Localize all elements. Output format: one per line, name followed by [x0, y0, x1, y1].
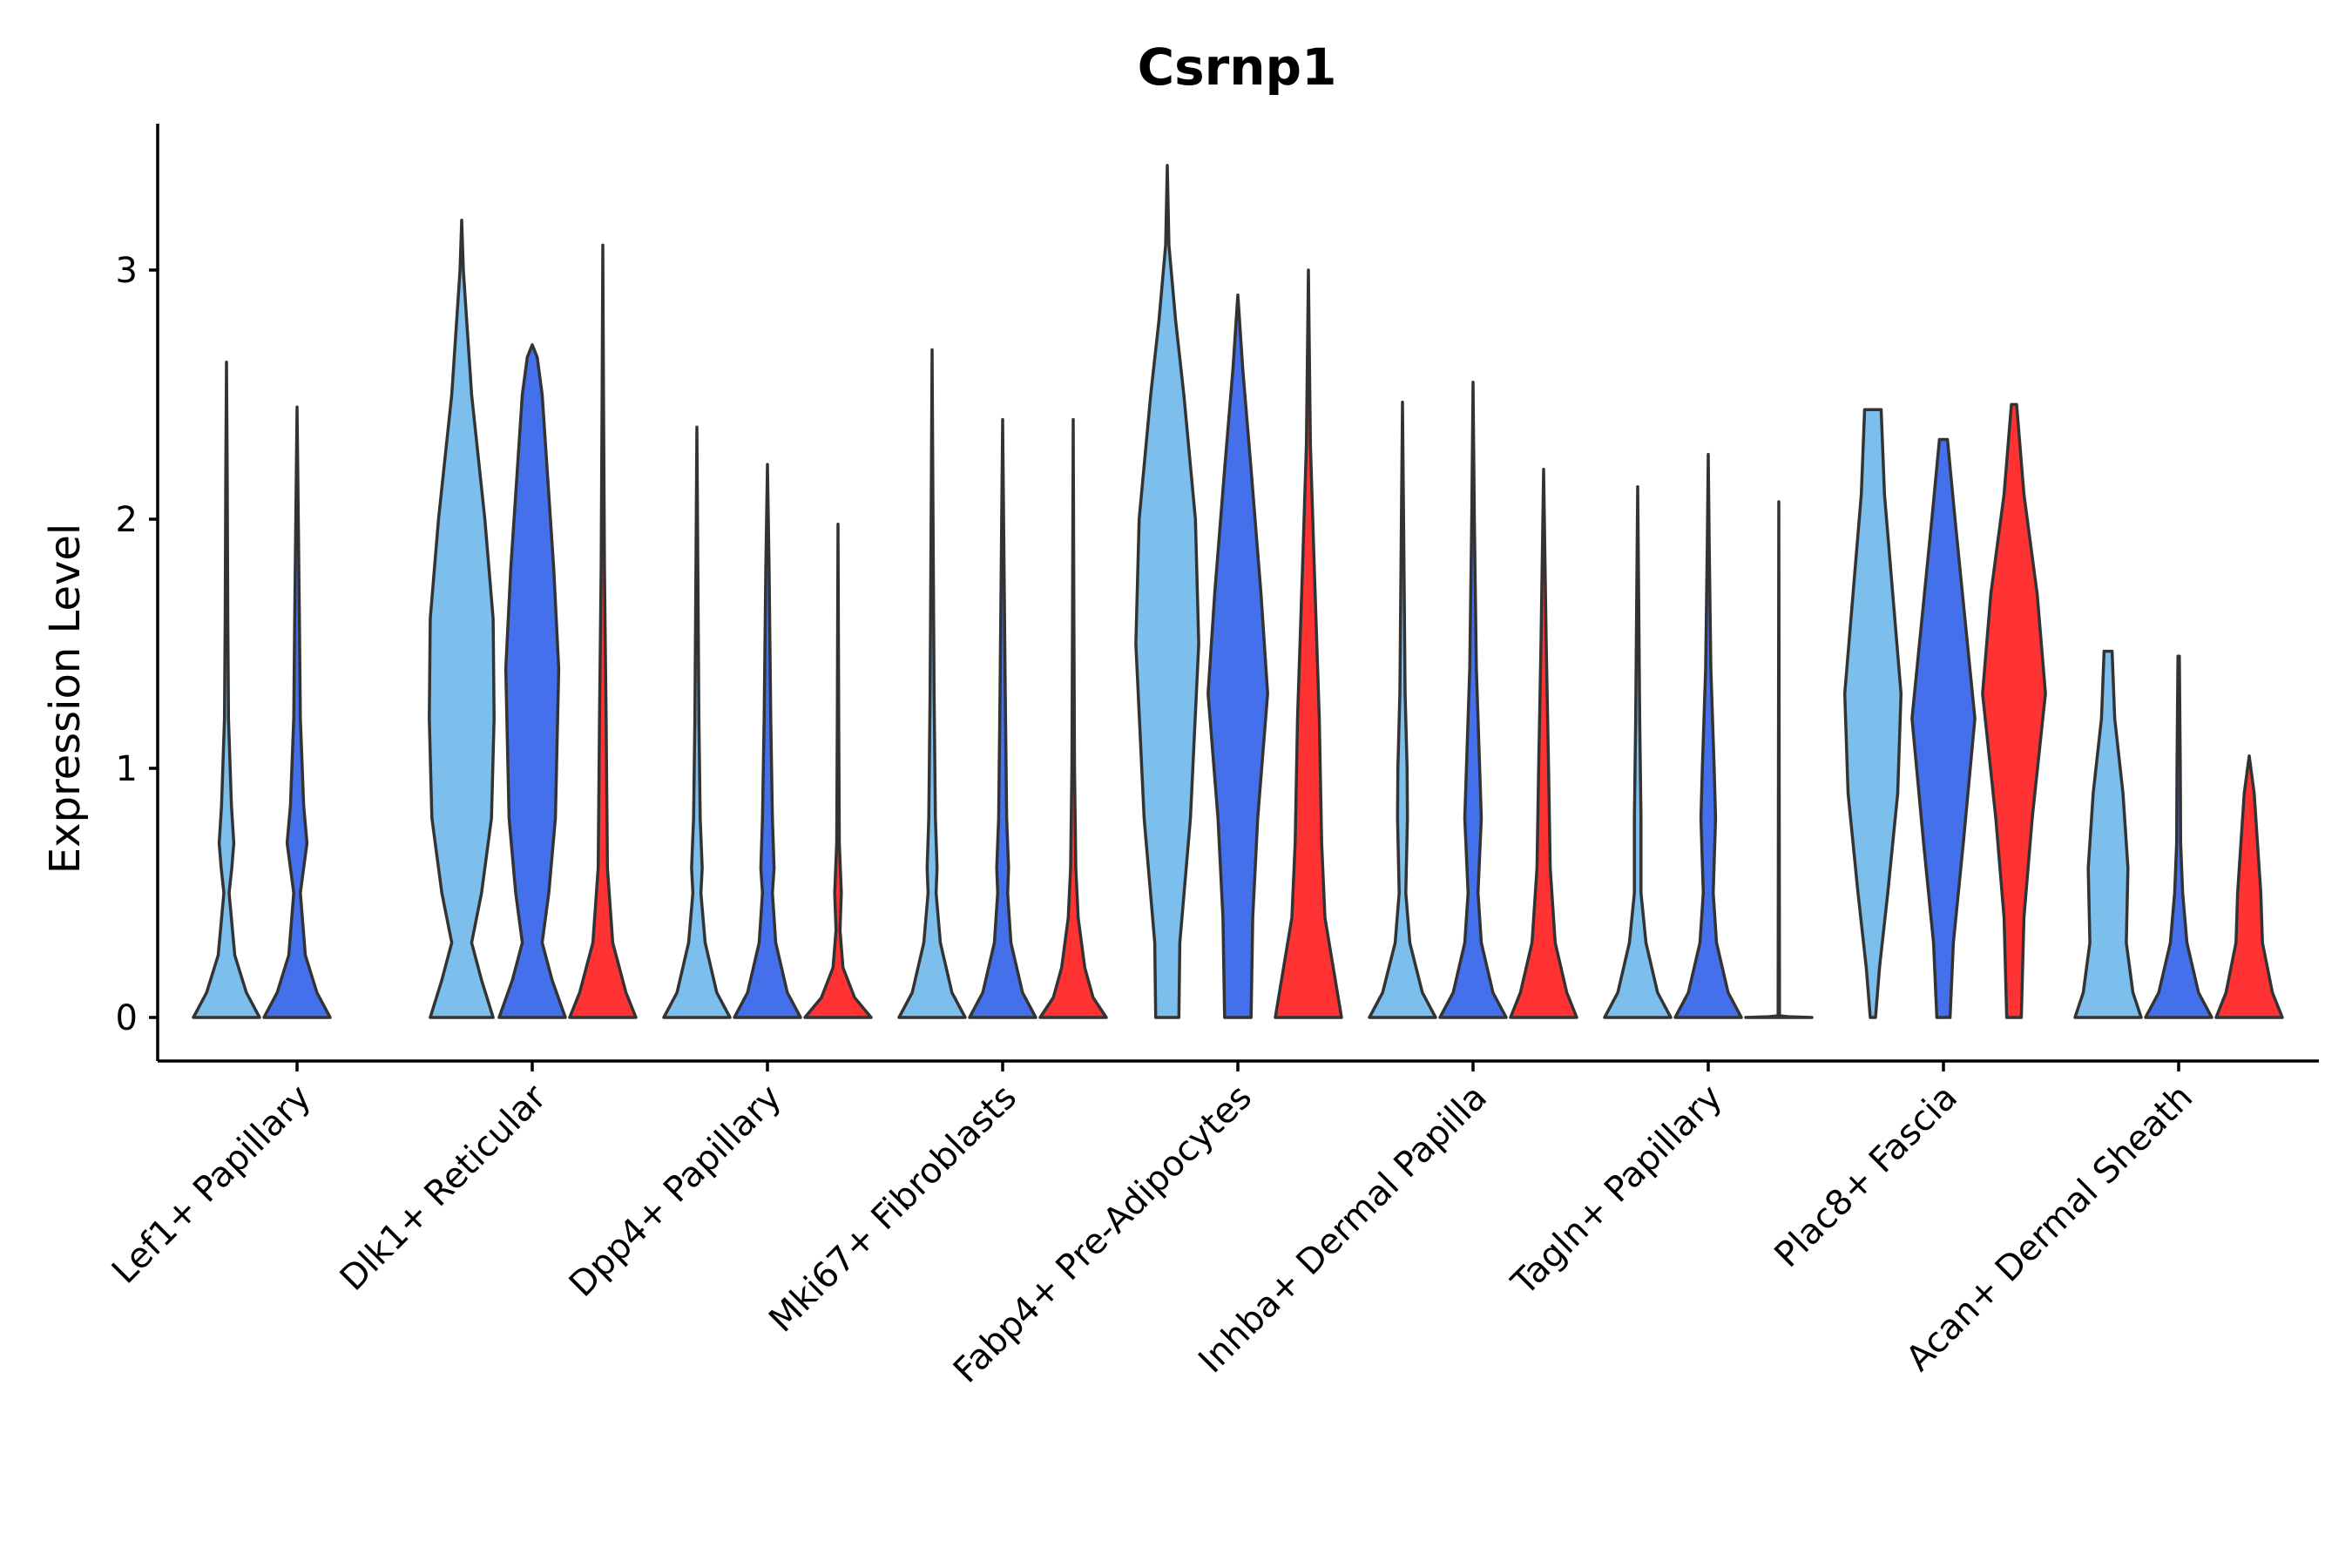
violin-1	[428, 219, 496, 1019]
violin-1	[1842, 408, 1903, 1019]
violin-2	[262, 405, 332, 1019]
y-tick-label: 1	[116, 749, 138, 789]
violins-group	[192, 164, 2284, 1019]
violin-2	[733, 463, 802, 1019]
violin-1	[1603, 485, 1673, 1019]
x-ticks-group: Lef1+ Papillary Dlk1+ Reticular Dpp4+ Papi…	[105, 1061, 2200, 1391]
violin-2	[2144, 654, 2213, 1019]
y-tick-label: 3	[116, 251, 138, 291]
x-tick-label: Plac8+ Fascia	[1767, 1078, 1966, 1276]
x-tick-label: Mki67+ Fibroblasts	[761, 1078, 1024, 1341]
x-tick-label: Tagln+ Papillary	[1504, 1078, 1730, 1304]
violin-3	[1744, 500, 1814, 1019]
violin-2	[1206, 293, 1269, 1019]
y-ticks-group: 0 1 2 3	[116, 251, 158, 1038]
x-tick-label: Dlk1+ Reticular	[333, 1077, 555, 1299]
violin-1	[2073, 649, 2143, 1019]
violin-2	[497, 343, 567, 1019]
y-axis-title: Expression Level	[41, 524, 90, 875]
violin-1	[662, 425, 732, 1019]
violin-3	[1274, 268, 1343, 1019]
x-tick-label: Dpp4+ Papillary	[562, 1078, 789, 1305]
violin-2	[1910, 437, 1977, 1019]
violin-2	[968, 417, 1037, 1019]
violin-3	[803, 522, 873, 1019]
y-tick-label: 0	[116, 998, 138, 1038]
violin-2	[1438, 380, 1508, 1019]
y-tick-label: 2	[116, 500, 138, 540]
x-tick-label: Lef1+ Papillary	[105, 1078, 319, 1292]
violin-3	[1981, 402, 2047, 1019]
violin-2	[1673, 452, 1743, 1019]
violin-1	[897, 348, 967, 1019]
violin-3	[2214, 754, 2284, 1019]
violin-3	[1509, 468, 1578, 1019]
chart-title: Csrnp1	[1138, 37, 1337, 97]
violin-1	[192, 361, 261, 1019]
violin-1	[1134, 164, 1200, 1019]
violin-3	[1038, 417, 1108, 1019]
violin-1	[1368, 400, 1437, 1019]
violin-3	[568, 243, 638, 1019]
